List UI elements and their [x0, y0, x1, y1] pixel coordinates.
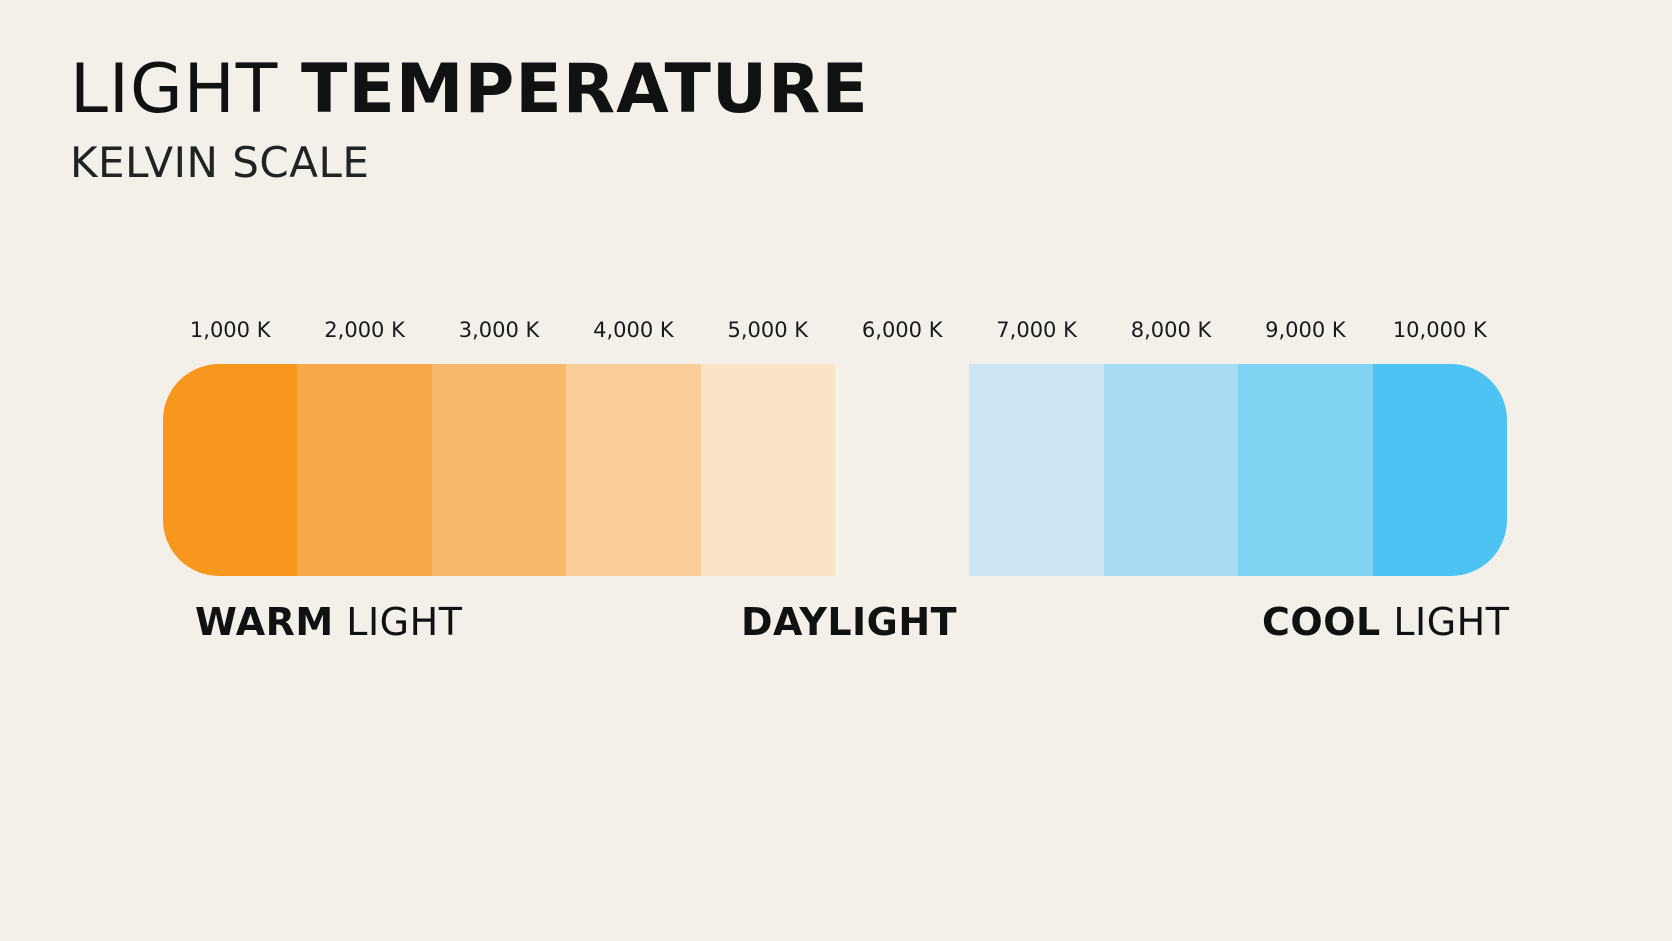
daylight-label-bold: DAYLIGHT: [741, 600, 958, 644]
kelvin-tick-labels: 1,000 K 2,000 K 3,000 K 4,000 K 5,000 K …: [163, 318, 1507, 348]
swatch-6000k: [835, 364, 970, 576]
tick-label-2000k: 2,000 K: [324, 318, 405, 342]
tick-label-10000k: 10,000 K: [1392, 318, 1487, 342]
swatch-4000k: [566, 364, 701, 576]
cool-light-label: COOL LIGHT: [1262, 603, 1509, 641]
tick-label-6000k: 6,000 K: [861, 318, 943, 342]
tick-label-3000k: 3,000 K: [458, 318, 540, 342]
tick-label-4000k: 4,000 K: [593, 318, 674, 342]
tick-label-9000k: 9,000 K: [1265, 318, 1346, 342]
swatch-5000k: [700, 364, 836, 576]
warm-light-label: WARM LIGHT: [195, 603, 462, 641]
daylight-label: DAYLIGHT: [741, 603, 957, 641]
swatch-8000k: [1103, 364, 1239, 576]
swatch-2000k: [297, 364, 432, 576]
swatch-1000k: [163, 364, 298, 576]
kelvin-color-scale: [163, 364, 1507, 576]
swatch-3000k: [431, 364, 567, 576]
cool-label-light: LIGHT: [1393, 600, 1510, 644]
title-bold-part: TEMPERATURE: [300, 50, 869, 129]
tick-label-5000k: 5,000 K: [727, 318, 809, 342]
page-subtitle: KELVIN SCALE: [70, 138, 370, 187]
cool-label-bold: COOL: [1262, 600, 1381, 644]
swatch-9000k: [1238, 364, 1373, 576]
tick-label-1000k: 1,000 K: [189, 318, 271, 342]
title-light-part: LIGHT: [70, 50, 279, 129]
tick-label-7000k: 7,000 K: [996, 318, 1077, 342]
tick-label-8000k: 8,000 K: [1130, 318, 1212, 342]
swatch-7000k: [969, 364, 1104, 576]
page-title: LIGHT TEMPERATURE: [70, 56, 869, 124]
swatch-10000k: [1372, 364, 1507, 576]
warm-label-light: LIGHT: [346, 600, 463, 644]
warm-label-bold: WARM: [195, 600, 334, 644]
